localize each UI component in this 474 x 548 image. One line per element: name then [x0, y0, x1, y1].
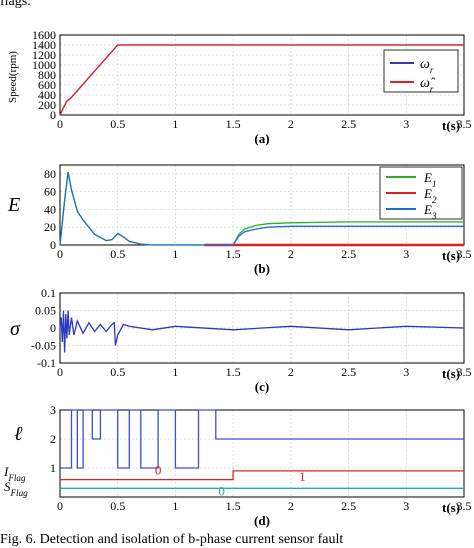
- plot-frame: [59, 409, 465, 498]
- legend-entry: E3: [423, 202, 437, 221]
- x-tick-label: 2.5: [341, 499, 356, 513]
- x-tick-label: 3.5: [457, 499, 472, 513]
- x-tick-label: 3.5: [457, 117, 472, 131]
- plot-frame: [59, 34, 465, 116]
- top-caption: flags.: [0, 0, 31, 9]
- x-tick-label: 3: [403, 365, 409, 379]
- y-axis-label-sflag: SFlag: [4, 479, 28, 498]
- x-tick-label: 3.5: [457, 365, 472, 379]
- x-tick-label: 2: [288, 247, 294, 261]
- x-tick-label: 2: [288, 365, 294, 379]
- y-tick-label: 800: [38, 68, 56, 82]
- x-tick-label: 1: [172, 117, 178, 131]
- x-tick-label: 2.5: [341, 365, 356, 379]
- y-tick-label: 40: [44, 202, 56, 216]
- series-IFlag-line: [60, 470, 464, 481]
- x-tick-label: 1.5: [226, 365, 241, 379]
- y-tick-label: 1: [50, 461, 56, 475]
- series--line: [60, 409, 464, 469]
- y-tick-label: -0.05: [31, 339, 56, 353]
- x-tick-label: 1.5: [226, 247, 241, 261]
- y-axis-label-iflag: IFlag: [3, 464, 26, 483]
- panel-label: (d): [254, 513, 270, 528]
- x-axis-label: t(s): [442, 366, 460, 381]
- y-axis-label: σ: [10, 318, 21, 340]
- iflag-annotation: 1: [299, 469, 306, 484]
- x-tick-label: 1.5: [226, 499, 241, 513]
- y-tick-label: -0.1: [37, 356, 56, 370]
- legend-box: [383, 49, 459, 93]
- x-tick-label: 3: [403, 499, 409, 513]
- y-axis-label: Speed(rpm): [7, 51, 19, 103]
- x-tick-label: 1.5: [226, 117, 241, 131]
- figure-caption: Fig. 6. Detection and isolation of b-pha…: [0, 532, 344, 547]
- series--line: [59, 310, 465, 353]
- x-tick-label: 3: [403, 117, 409, 131]
- y-tick-label: 2: [50, 432, 56, 446]
- y-tick-label: 20: [44, 220, 56, 234]
- x-tick-label: 0: [57, 117, 63, 131]
- x-axis-label: t(s): [442, 500, 460, 515]
- x-tick-label: 1: [172, 247, 178, 261]
- iflag-annotation: 0: [155, 462, 162, 477]
- y-tick-label: 0.05: [35, 304, 56, 318]
- y-tick-label: 1200: [32, 48, 56, 62]
- series-r-line: [59, 44, 464, 116]
- x-tick-label: 2.5: [341, 247, 356, 261]
- y-tick-label: 0: [50, 108, 56, 122]
- x-tick-label: 0.5: [110, 365, 125, 379]
- legend-entry: E1: [423, 170, 436, 189]
- y-tick-label: 1600: [32, 28, 56, 42]
- y-tick-label: 0: [50, 238, 56, 252]
- y-tick-label: 0.1: [41, 286, 56, 300]
- y-tick-label: 1400: [32, 38, 56, 52]
- x-tick-label: 2.5: [341, 117, 356, 131]
- y-tick-label: 60: [44, 185, 56, 199]
- panel-label: (c): [255, 379, 269, 394]
- x-tick-label: 0: [57, 499, 63, 513]
- sflag-annotation: 0: [218, 484, 225, 499]
- legend-entry: E2: [423, 186, 437, 205]
- y-tick-label: 600: [38, 78, 56, 92]
- panel-label: (a): [254, 131, 269, 146]
- x-tick-label: 0.5: [110, 117, 125, 131]
- y-tick-label: 3: [50, 403, 56, 417]
- x-tick-label: 0: [57, 365, 63, 379]
- panel-d: 0 0.5 1 1.5 2 2.5 3 3.5 1 2 3 t(s) (d): [50, 403, 472, 528]
- x-axis-label: t(s): [442, 118, 460, 133]
- y-tick-label: 1000: [32, 58, 56, 72]
- series-E3-line: [59, 171, 464, 246]
- x-tick-label: 1: [172, 365, 178, 379]
- y-axis-label: E: [7, 194, 20, 216]
- y-axis-label: ℓ: [14, 423, 23, 445]
- x-axis-label: t(s): [442, 248, 460, 263]
- x-tick-label: 0.5: [110, 247, 125, 261]
- y-tick-label: 80: [44, 167, 56, 181]
- y-tick-label: 400: [38, 88, 56, 102]
- y-tick-label: 0: [50, 321, 56, 335]
- x-tick-label: 0: [57, 247, 63, 261]
- x-tick-label: 2: [288, 499, 294, 513]
- x-tick-label: 1: [172, 499, 178, 513]
- x-tick-label: 2: [288, 117, 294, 131]
- panel-label: (b): [254, 261, 270, 276]
- x-tick-label: 3.5: [457, 247, 472, 261]
- y-tick-label: 200: [38, 98, 56, 112]
- x-tick-label: 3: [403, 247, 409, 261]
- legend-entry: ωr: [420, 57, 434, 75]
- x-tick-label: 0.5: [110, 499, 125, 513]
